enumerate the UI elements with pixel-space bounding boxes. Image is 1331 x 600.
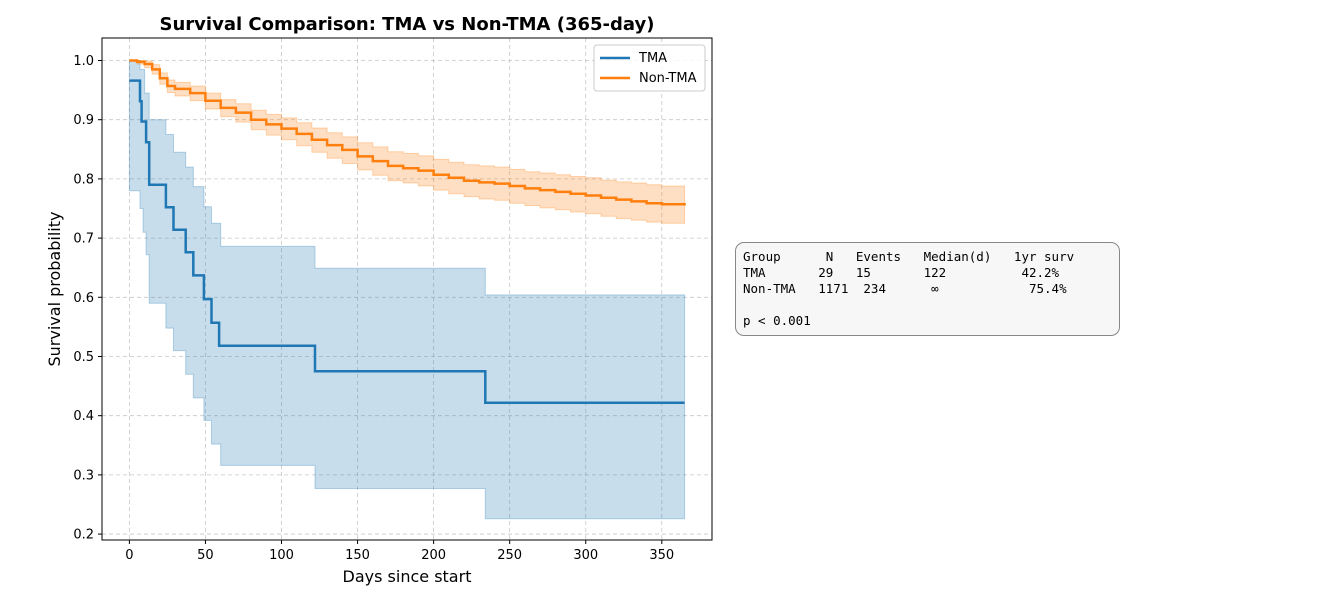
y-tick-label: 0.2 [73, 528, 94, 543]
y-tick-label: 0.5 [73, 350, 94, 365]
x-tick-label: 50 [197, 548, 214, 563]
y-tick-label: 0.4 [73, 409, 94, 424]
x-tick-label: 150 [345, 548, 370, 563]
grid-lines [102, 38, 712, 540]
y-tick-label: 0.6 [73, 291, 94, 306]
survival-line-tma [129, 79, 685, 404]
stats-spacer [743, 297, 1113, 313]
x-tick-label: 100 [269, 548, 294, 563]
confidence-bands [128, 60, 686, 520]
x-axis-label: Days since start [343, 567, 472, 586]
x-axis-ticks: 0 50 100 150 200 250 300 350 [125, 540, 674, 563]
ci-band-tma [128, 60, 686, 520]
stats-row-tma: TMA 29 15 122 42.2% [743, 265, 1060, 280]
survival-curves [129, 59, 686, 404]
y-tick-label: 0.8 [73, 172, 94, 187]
stats-pvalue: p < 0.001 [743, 313, 811, 328]
y-axis-ticks: 0.2 0.3 0.4 0.5 0.6 0.7 0.8 0.9 1.0 [73, 54, 102, 543]
legend: TMA Non-TMA [593, 44, 706, 92]
stats-row-non-tma: Non-TMA 1171 234 ∞ 75.4% [743, 281, 1067, 296]
stats-header: Group N Events Median(d) 1yr surv [743, 249, 1075, 264]
y-tick-label: 0.7 [73, 232, 94, 247]
x-tick-label: 200 [421, 548, 446, 563]
legend-label-non-tma: Non-TMA [639, 71, 697, 86]
stats-summary-box: Group N Events Median(d) 1yr surv TMA 29… [735, 242, 1120, 336]
y-tick-label: 0.3 [73, 468, 94, 483]
plot-frame [101, 37, 713, 541]
x-tick-label: 350 [649, 548, 674, 563]
chart-title: Survival Comparison: TMA vs Non-TMA (365… [160, 14, 655, 35]
y-tick-label: 1.0 [73, 54, 94, 69]
survival-line-non-tma [129, 59, 686, 206]
legend-label-tma: TMA [638, 51, 667, 66]
y-axis-label: Survival probability [45, 212, 64, 367]
ci-band-non-tma [129, 60, 686, 224]
y-tick-label: 0.9 [73, 113, 94, 128]
x-tick-label: 250 [497, 548, 522, 563]
x-tick-label: 300 [573, 548, 598, 563]
x-tick-label: 0 [125, 548, 133, 563]
legend-box [593, 44, 706, 92]
